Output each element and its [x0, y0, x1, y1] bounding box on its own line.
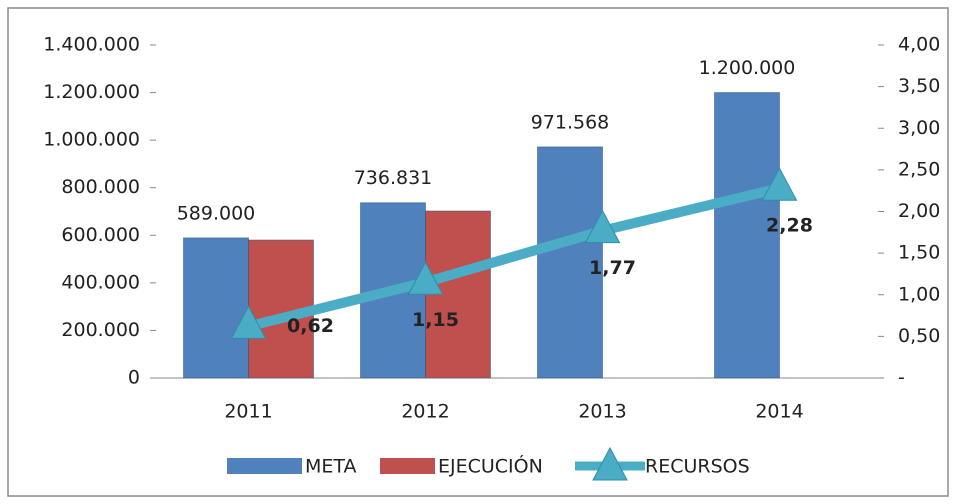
data-label: 589.000 [177, 202, 256, 224]
x-tick-label: 2013 [578, 401, 626, 423]
legend-label: META [305, 456, 357, 478]
data-label: 736.831 [354, 167, 433, 189]
y-tick-label: 800.000 [61, 176, 140, 198]
y2-tick-label: 3,00 [898, 117, 940, 139]
y2-tick-label: 1,00 [898, 283, 940, 305]
y-tick-label: 0 [128, 367, 140, 389]
y2-tick-label: 4,00 [898, 34, 940, 56]
line-marker [584, 209, 621, 244]
y2-tick-label: 2,00 [898, 200, 940, 222]
y2-tick-label: 1,50 [898, 242, 940, 264]
y-tick-label: 1.400.000 [43, 34, 140, 56]
line [247, 183, 781, 332]
data-label: 0,62 [287, 315, 334, 337]
legend-label: RECURSOS [645, 456, 750, 478]
bar [183, 237, 249, 379]
line-marker [230, 305, 267, 339]
y-tick-label: 600.000 [61, 224, 140, 246]
data-label: 1.200.000 [699, 57, 796, 79]
y-tick-label: 1.000.000 [43, 129, 140, 151]
line-marker [407, 261, 444, 295]
legend-marker [592, 446, 628, 481]
y-tick-label: 1.200.000 [43, 81, 140, 103]
legend-swatch [380, 458, 435, 474]
y2-tick-label: 2,50 [898, 158, 940, 180]
x-tick-label: 2014 [755, 401, 803, 423]
line-marker [761, 167, 798, 201]
y-tick-label: 200.000 [61, 319, 140, 341]
data-label: 1,77 [589, 257, 636, 279]
bar [714, 92, 780, 379]
bar [537, 146, 603, 379]
data-label: 2,28 [766, 215, 813, 237]
y2-tick-label: - [898, 367, 905, 389]
legend-swatch [227, 458, 302, 474]
y2-tick-label: 3,50 [898, 75, 940, 97]
legend-label: EJECUCIÓN [438, 454, 543, 478]
x-tick-label: 2012 [401, 401, 449, 423]
data-label: 971.568 [531, 111, 610, 133]
y-tick-label: 400.000 [61, 271, 140, 293]
y2-tick-label: 0,50 [898, 325, 940, 347]
x-tick-label: 2011 [224, 401, 272, 423]
data-label: 1,15 [412, 309, 459, 331]
